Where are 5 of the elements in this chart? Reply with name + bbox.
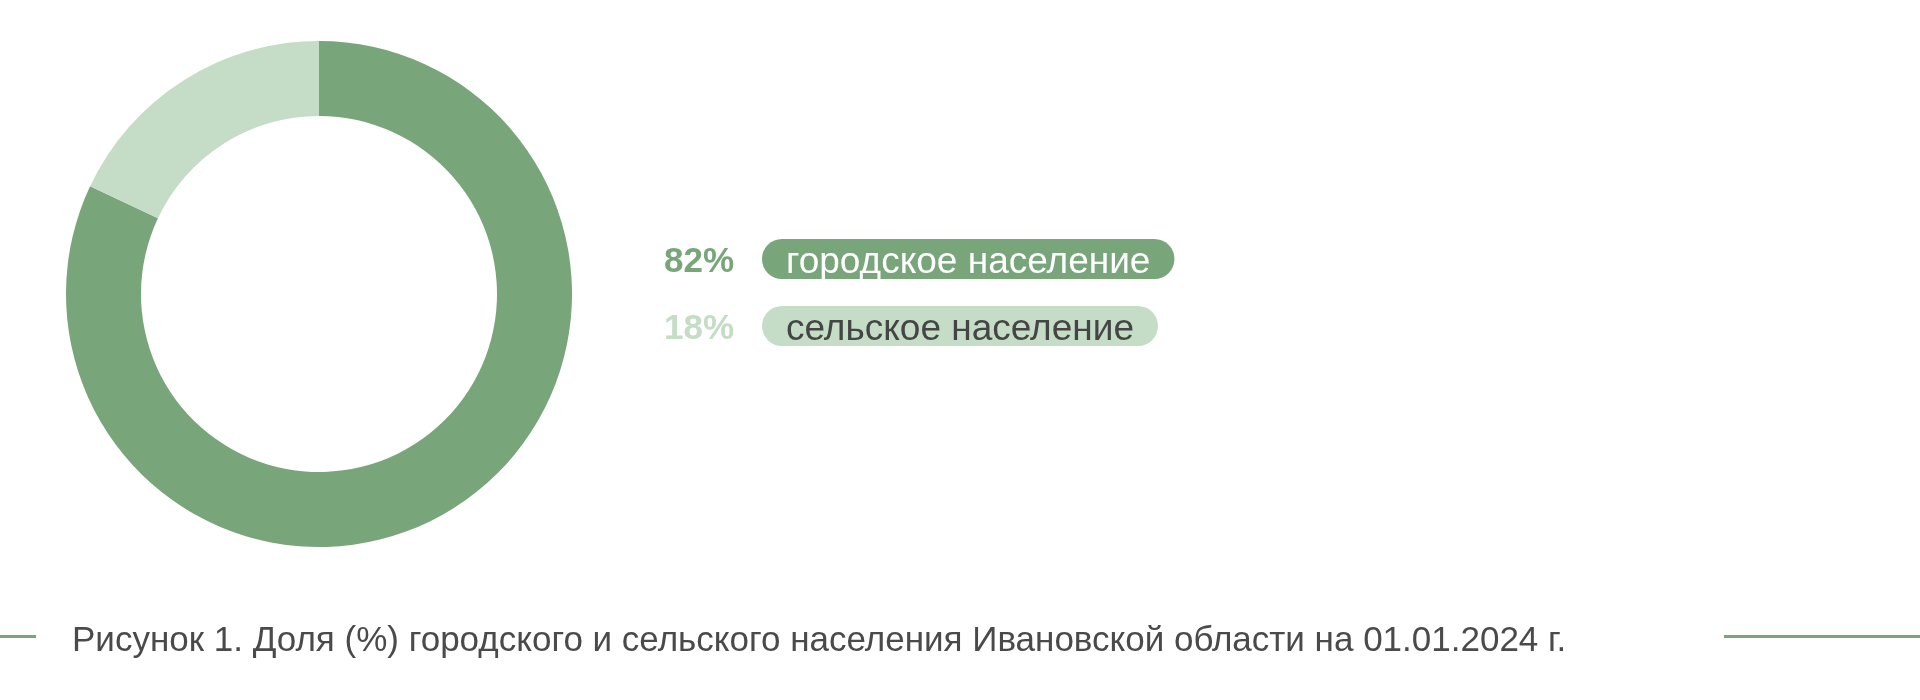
data-label: 82% [664,239,735,279]
legend-label: городское население [786,239,1151,281]
data-label: 18% [664,306,735,346]
text: Рисунок 1. Доля (%) городского и сельского населения Ивановской области на 01.01.2024 г. [72,619,1567,658]
legend-label: сельское население [786,306,1134,348]
